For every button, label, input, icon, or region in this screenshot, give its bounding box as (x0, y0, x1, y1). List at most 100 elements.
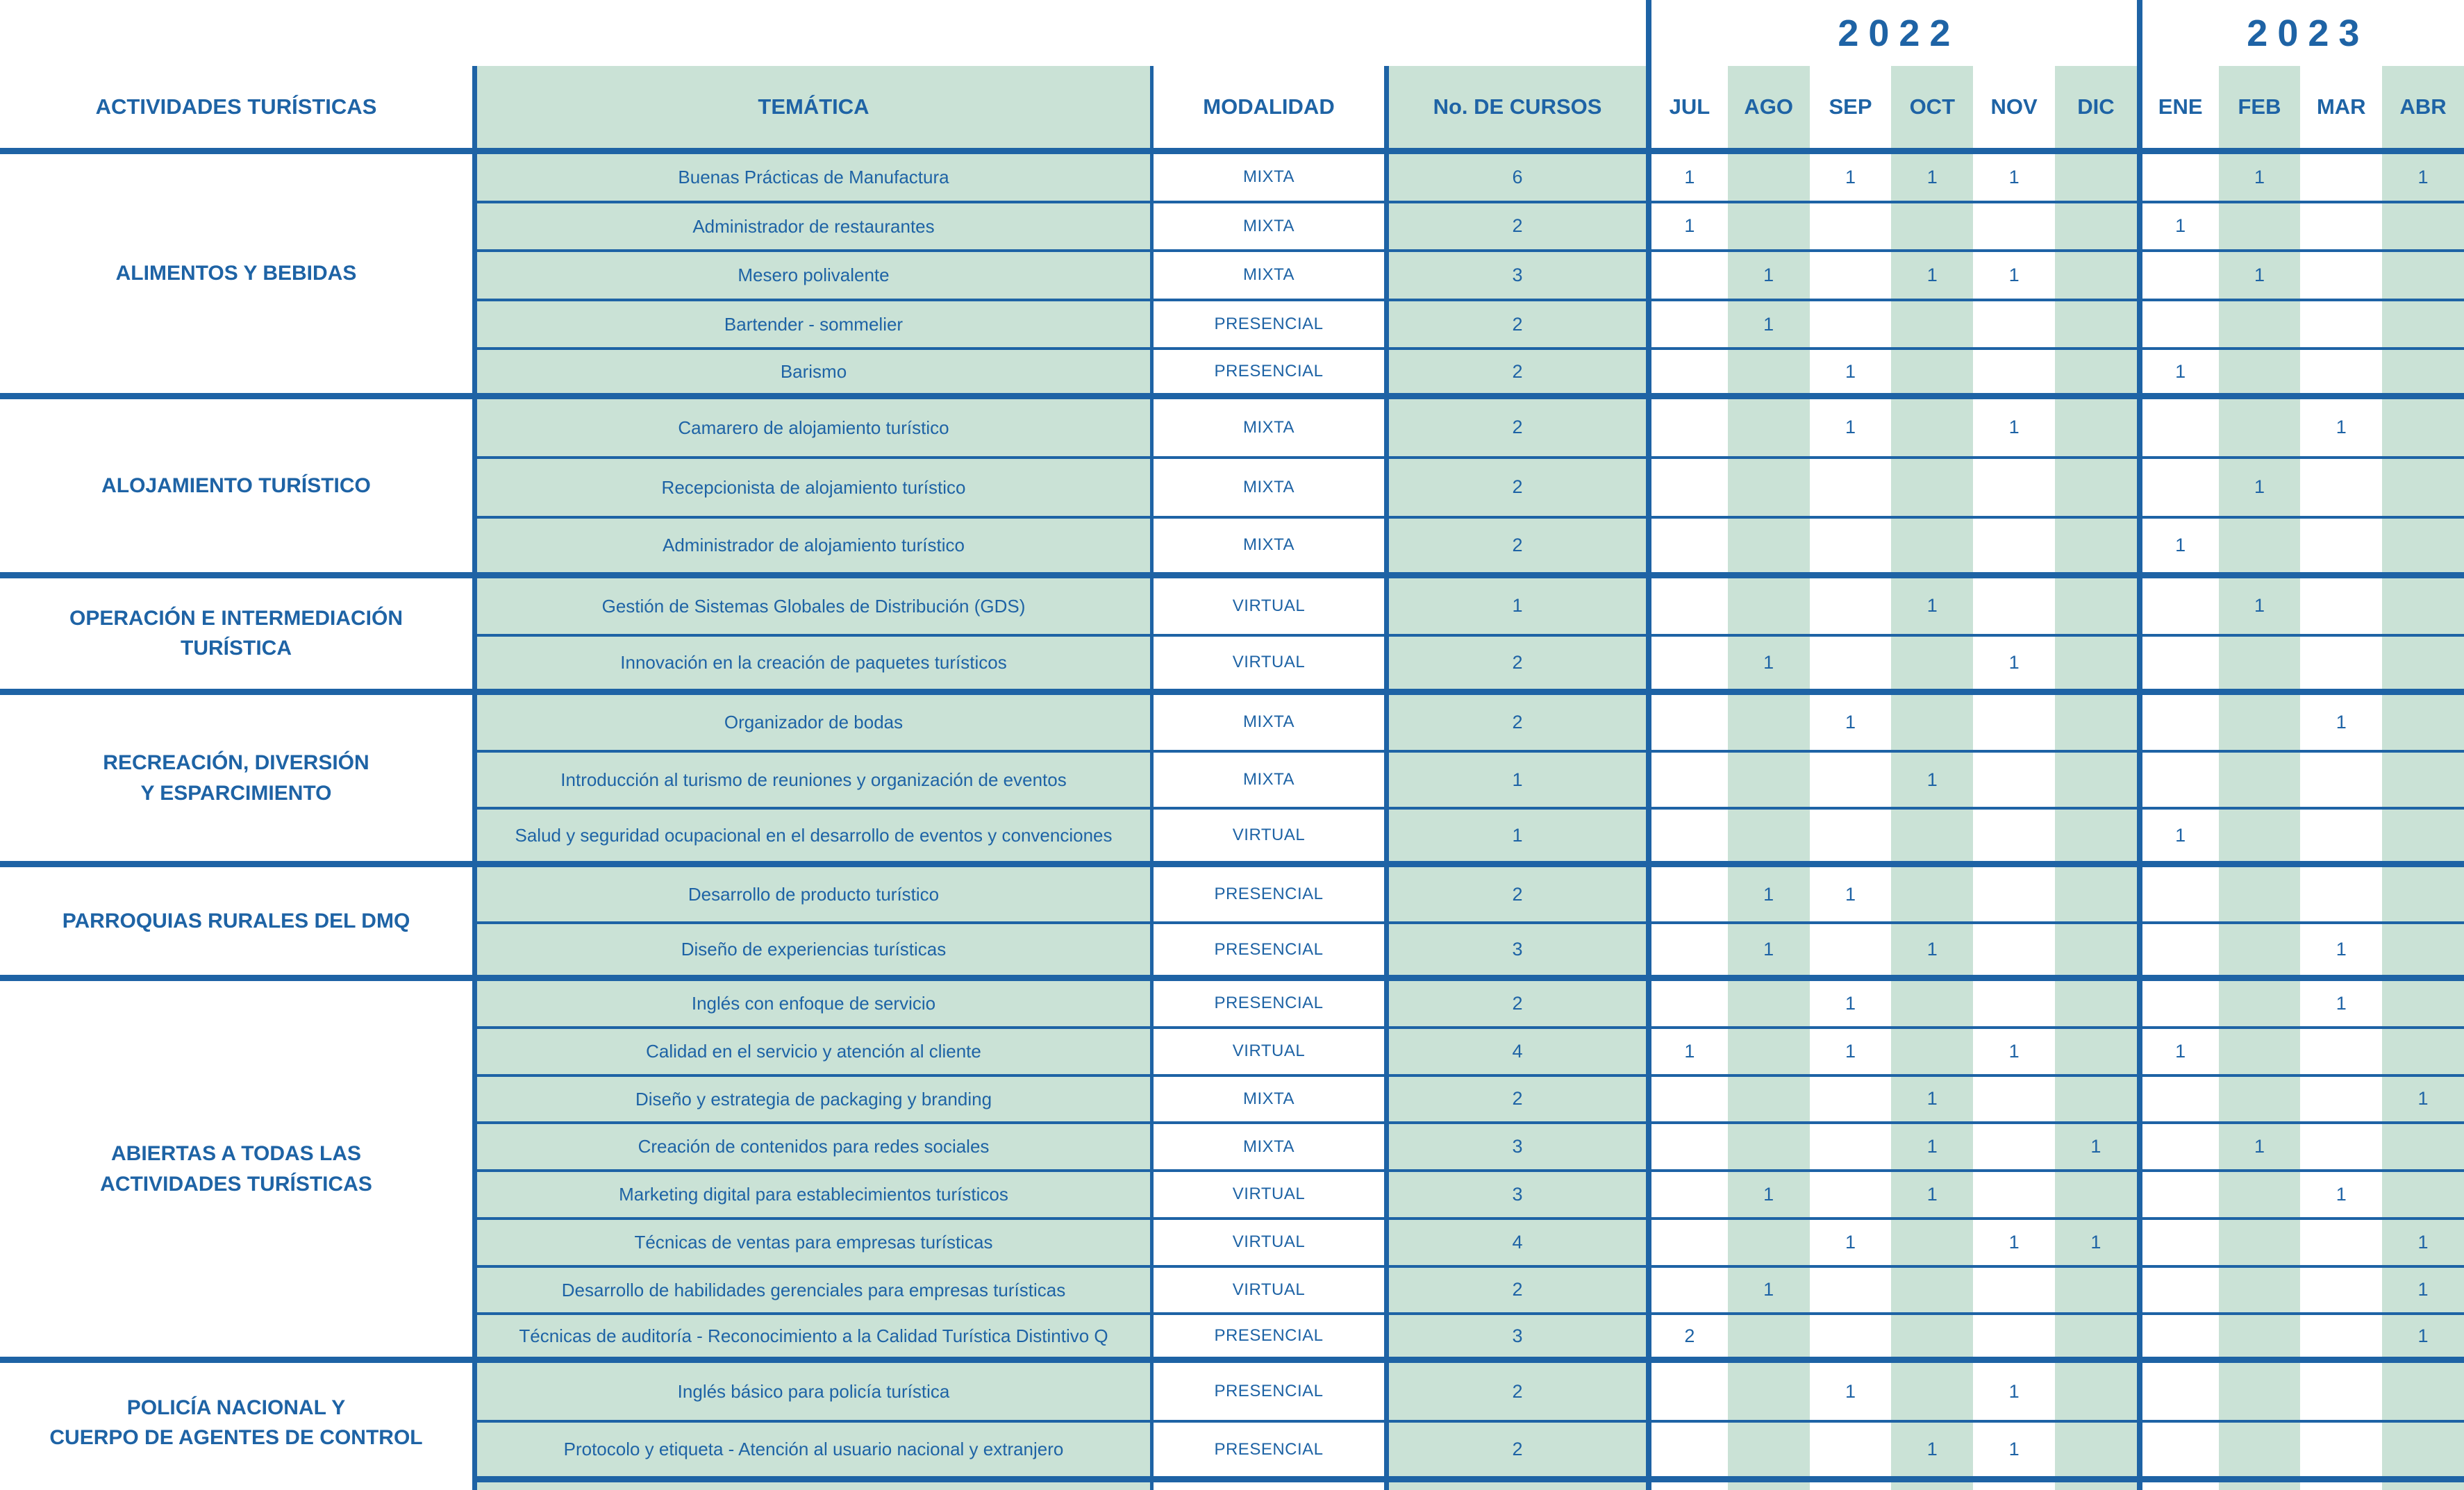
category-cell-6-text: POLICÍA NACIONAL Y CUERPO DE AGENTES DE … (49, 1396, 423, 1450)
category-cell-6: POLICÍA NACIONAL Y CUERPO DE AGENTES DE … (0, 1363, 472, 1483)
course-title: Diseño y estrategia de packaging y brand… (472, 1076, 1150, 1125)
schedule-cell-oct: 1 (1891, 924, 1974, 982)
schedule-cell-feb (2218, 867, 2301, 925)
schedule-cell-feb-text: 1 (2254, 476, 2265, 498)
course-modality: PRESENCIAL (1150, 1423, 1384, 1483)
schedule-cell-ene-text: 1 (2175, 215, 2186, 237)
schedule-cell-abr: 1 (2382, 154, 2464, 203)
month-header-oct: OCT (1891, 66, 1974, 154)
course-count: 2 (1384, 1076, 1646, 1125)
course-modality-text: PRESENCIAL (1214, 939, 1324, 959)
schedule-cell-ene (2136, 399, 2219, 459)
schedule-cell-nov (1973, 350, 2055, 399)
schedule-cell-jul-text: 1 (1684, 166, 1695, 187)
schedule-cell-abr: 1 (2382, 1076, 2464, 1125)
schedule-cell-jul: 1 (1646, 203, 1728, 253)
schedule-cell-ago: 1 (1727, 636, 1810, 695)
course-modality: MIXTA (1150, 458, 1384, 519)
month-header-jul: JUL (1646, 66, 1728, 154)
schedule-cell-abr: 1 (2382, 1219, 2464, 1268)
schedule-cell-feb: 1 (2218, 154, 2301, 203)
schedule-cell-nov (1973, 301, 2055, 351)
schedule-cell-abr (2382, 924, 2464, 982)
schedule-cell-oct (1891, 301, 1974, 351)
course-title-text: Protocolo y etiqueta - Atención al usuar… (563, 1439, 1064, 1460)
course-count: 2 (1384, 518, 1646, 578)
course-modality: PRESENCIAL (1150, 867, 1384, 925)
schedule-cell-nov (1973, 203, 2055, 253)
schedule-cell-nov (1973, 810, 2055, 868)
column-header-cursos-text: No. DE CURSOS (1433, 94, 1602, 119)
course-count: 2 (1384, 867, 1646, 925)
course-modality: MIXTA (1150, 694, 1384, 753)
schedule-cell-oct-text: 1 (1926, 1136, 1938, 1157)
schedule-cell-sep (1809, 203, 1892, 253)
schedule-cell-ene (2136, 1423, 2219, 1483)
schedule-cell-dic (2054, 810, 2137, 868)
schedule-cell-nov-text: 1 (2008, 1439, 2020, 1460)
schedule-cell-oct (1891, 203, 1974, 253)
schedule-cell-dic (2054, 203, 2137, 253)
schedule-cell-sep (1809, 301, 1892, 351)
schedule-cell-sep: 1 (1809, 1028, 1892, 1077)
schedule-cell-jul (1646, 301, 1728, 351)
schedule-cell-feb (2218, 636, 2301, 695)
course-title: Salud y seguridad ocupacional en el desa… (472, 810, 1150, 868)
schedule-cell-ene (2136, 1315, 2219, 1364)
schedule-cell-sep (1809, 1172, 1892, 1220)
course-count: 4 (1384, 1219, 1646, 1268)
schedule-cell-abr (2382, 350, 2464, 399)
schedule-cell-mar: 1 (2300, 694, 2383, 753)
schedule-cell-nov-text: 1 (2008, 1231, 2020, 1253)
course-title-text: Camarero de alojamiento turístico (678, 417, 949, 438)
schedule-cell-mar-text: 1 (2336, 992, 2347, 1014)
schedule-cell-abr (2382, 252, 2464, 301)
schedule-cell-sep (1809, 1423, 1892, 1483)
schedule-cell-dic (2054, 399, 2137, 459)
schedule-cell-mar (2300, 752, 2383, 810)
schedule-cell-abr-text: 1 (2417, 1088, 2429, 1110)
schedule-cell-feb (2218, 1172, 2301, 1220)
schedule-cell-ene (2136, 981, 2219, 1029)
schedule-cell-oct-text: 1 (1926, 595, 1938, 617)
schedule-cell-ago (1727, 399, 1810, 459)
month-header-ago: AGO (1727, 66, 1810, 154)
schedule-cell-sep (1809, 1076, 1892, 1125)
schedule-cell-nov-text: 1 (2008, 264, 2020, 285)
course-count: 3 (1384, 924, 1646, 982)
course-title-text: Técnicas de ventas para empresas turísti… (634, 1231, 993, 1253)
course-title: Buenas Prácticas de Manufactura (472, 154, 1150, 203)
course-modality-text: MIXTA (1242, 712, 1295, 732)
schedule-cell-dic (2054, 1172, 2137, 1220)
course-title: Gestión de Sistemas Globales de Distribu… (472, 578, 1150, 637)
course-modality-text: PRESENCIAL (1214, 1439, 1324, 1459)
schedule-cell-ene (2136, 578, 2219, 637)
schedule-cell-abr (2382, 1124, 2464, 1173)
schedule-cell-oct: 1 (1891, 1124, 1974, 1173)
course-count: 2 (1384, 301, 1646, 351)
schedule-cell-nov (1973, 981, 2055, 1029)
schedule-cell-dic (2054, 154, 2137, 203)
course-count-text: 2 (1512, 313, 1523, 335)
category-cell-3-text: RECREACIÓN, DIVERSIÓN Y ESPARCIMIENTO (103, 751, 369, 805)
course-modality-text: VIRTUAL (1232, 596, 1306, 615)
schedule-cell-sep-text: 1 (1845, 166, 1856, 187)
schedule-cell-sep (1809, 1124, 1892, 1173)
column-header-actividades: ACTIVIDADES TURÍSTICAS (0, 66, 472, 154)
schedule-cell-dic (2054, 1028, 2137, 1077)
schedule-cell-feb (2218, 518, 2301, 578)
schedule-cell-jul (1646, 1172, 1728, 1220)
course-modality: MIXTA (1150, 203, 1384, 253)
schedule-cell-mar-text: 1 (2336, 711, 2347, 733)
schedule-cell-mar (2300, 301, 2383, 351)
course-modality: PRESENCIAL (1150, 981, 1384, 1029)
course-title-text: Técnicas de auditoría - Reconocimiento a… (519, 1325, 1108, 1346)
course-modality-text: MIXTA (1242, 167, 1295, 187)
schedule-cell-ago (1727, 350, 1810, 399)
schedule-cell-sep: 1 (1809, 694, 1892, 753)
tail-modalidad (1150, 1482, 1384, 1490)
course-title-text: Salud y seguridad ocupacional en el desa… (515, 824, 1113, 846)
schedule-cell-dic (2054, 1423, 2137, 1483)
course-modality: VIRTUAL (1150, 1219, 1384, 1268)
